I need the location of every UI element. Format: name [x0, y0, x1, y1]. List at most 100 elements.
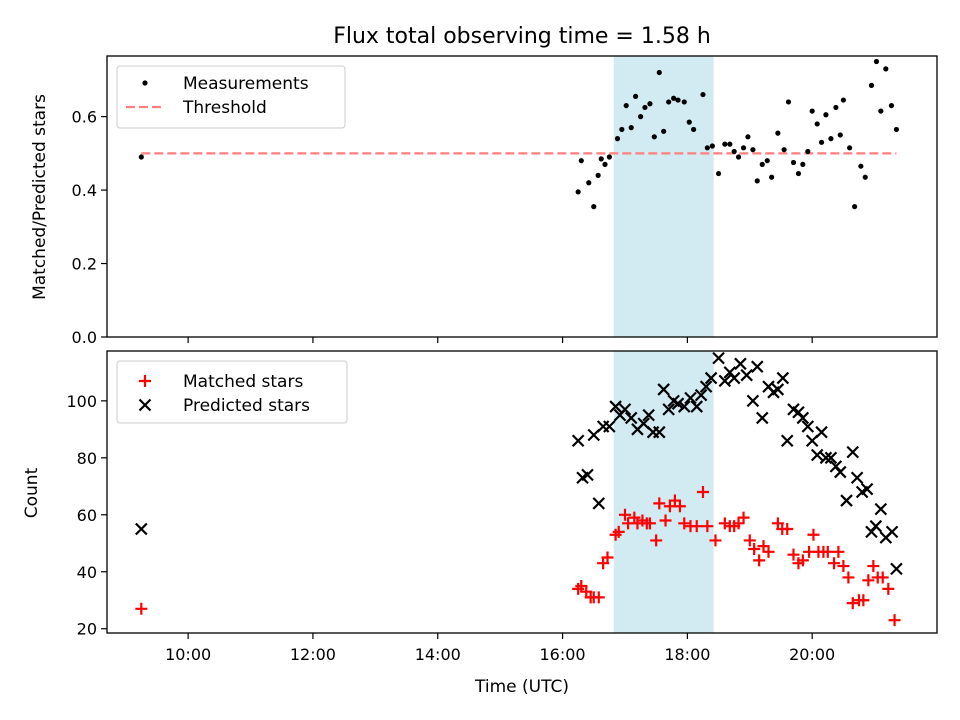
- measurements-point: [675, 97, 681, 103]
- predicted-stars-point: [740, 368, 753, 382]
- measurements-point: [775, 130, 781, 136]
- measurements-point: [754, 178, 760, 184]
- predicted-stars-point: [662, 403, 675, 416]
- matched-stars-point: [876, 571, 889, 584]
- matched-stars-point: [862, 574, 875, 587]
- predicted-stars-point: [885, 525, 899, 539]
- matched-stars-point: [690, 520, 703, 533]
- legend: Measurements Threshold: [116, 65, 346, 129]
- legend-label: Measurements: [183, 74, 309, 94]
- predicted-stars-point: [624, 411, 638, 425]
- predicted-stars-point: [750, 360, 764, 373]
- matched-stars-point: [709, 534, 722, 547]
- y-tick-label: 0.4: [72, 181, 97, 200]
- measurements-point: [661, 128, 667, 134]
- measurements-point: [602, 161, 608, 167]
- measurements-point: [847, 145, 853, 151]
- measurements-point: [873, 58, 880, 65]
- measurements-point: [862, 174, 868, 180]
- matched-stars-point: [762, 545, 775, 558]
- matched-stars-point: [846, 597, 859, 610]
- measurements-point: [722, 141, 728, 147]
- predicted-stars-point: [718, 374, 732, 388]
- predicted-stars-point: [755, 411, 769, 425]
- predicted-stars-point: [746, 394, 760, 408]
- y-tick-label: 0.6: [72, 108, 97, 127]
- measurements-point: [781, 147, 787, 153]
- measurements-point: [686, 119, 692, 125]
- measurements-point: [805, 148, 811, 155]
- measurements-point: [764, 158, 770, 164]
- predicted-stars-point: [810, 448, 824, 462]
- legend-label: Threshold: [182, 98, 267, 118]
- measurements-point: [800, 161, 806, 167]
- measurements-point: [637, 114, 644, 120]
- measurements-point: [795, 170, 802, 177]
- y-tick-label: 0.2: [72, 255, 97, 274]
- predicted-stars-point: [846, 445, 860, 459]
- matched-stars-point: [701, 520, 714, 533]
- measurements-point: [731, 148, 737, 155]
- x-tick-label: 18:00: [664, 645, 710, 664]
- predicted-stars-point: [776, 371, 790, 385]
- legend-box: [116, 360, 348, 424]
- predicted-stars-point: [780, 434, 794, 448]
- measurements-point: [591, 204, 597, 210]
- measurements-point: [735, 154, 742, 160]
- y-tick-label: 0.0: [72, 328, 97, 347]
- predicted-stars-point: [135, 522, 148, 536]
- measurements-point: [656, 69, 662, 76]
- predicted-stars-point: [796, 411, 810, 425]
- y-tick-label: 40: [77, 563, 97, 582]
- y-tick-label: 100: [66, 392, 97, 411]
- measurements-point: [769, 174, 775, 180]
- measurements-point: [138, 154, 144, 160]
- matched-stars-point: [653, 497, 666, 510]
- legend-label: Predicted stars: [183, 396, 310, 416]
- predicted-stars-point: [801, 420, 815, 433]
- predicted-stars-point: [734, 357, 747, 371]
- predicted-stars-point: [860, 482, 874, 496]
- x-tick-label: 20:00: [789, 645, 835, 664]
- x-tick-label: 14:00: [415, 645, 461, 664]
- measurements-point: [671, 95, 677, 101]
- measurements-point: [704, 145, 710, 151]
- predicted-stars-point: [840, 494, 853, 507]
- matched-stars-point: [842, 571, 855, 584]
- measurements-point: [623, 102, 629, 109]
- measurements-point: [619, 126, 625, 133]
- measurements-point: [727, 141, 733, 147]
- predicted-stars-point: [712, 351, 725, 365]
- predicted-stars-point: [819, 451, 833, 465]
- predicted-stars-point: [581, 468, 594, 482]
- predicted-stars-point: [684, 391, 697, 405]
- measurements-point: [614, 136, 621, 142]
- legend-box: [116, 65, 346, 129]
- legend-marker-matched-stars: [139, 375, 151, 387]
- predicted-stars-point: [609, 400, 622, 413]
- x-tick-label: 12:00: [290, 645, 336, 664]
- matched-stars-point: [828, 557, 841, 570]
- matched-stars-point: [618, 508, 631, 521]
- predicted-stars-point: [592, 497, 606, 510]
- predicted-stars-point: [771, 383, 785, 396]
- measurements-point: [785, 99, 792, 105]
- measurements-point: [868, 82, 875, 88]
- y-axis-label-ratio: Matched/Predicted stars: [30, 94, 50, 300]
- matched-stars-point: [857, 594, 870, 607]
- predicted-stars-point: [815, 425, 828, 439]
- predicted-stars-point: [618, 403, 632, 416]
- measurements-point: [691, 126, 697, 133]
- measurements-point: [666, 99, 672, 105]
- y-tick-label: 20: [77, 620, 97, 639]
- x-tick-label: 16:00: [540, 645, 586, 664]
- measurements-point: [598, 156, 604, 162]
- measurements-point: [790, 159, 797, 166]
- measurements-point: [833, 104, 839, 111]
- matched-stars-point: [601, 551, 614, 564]
- y-tick-label: 80: [77, 449, 97, 468]
- matched-stars-point: [787, 548, 800, 561]
- measurements-point: [840, 97, 846, 103]
- measurements-point: [647, 101, 653, 107]
- measurements-point: [632, 93, 639, 100]
